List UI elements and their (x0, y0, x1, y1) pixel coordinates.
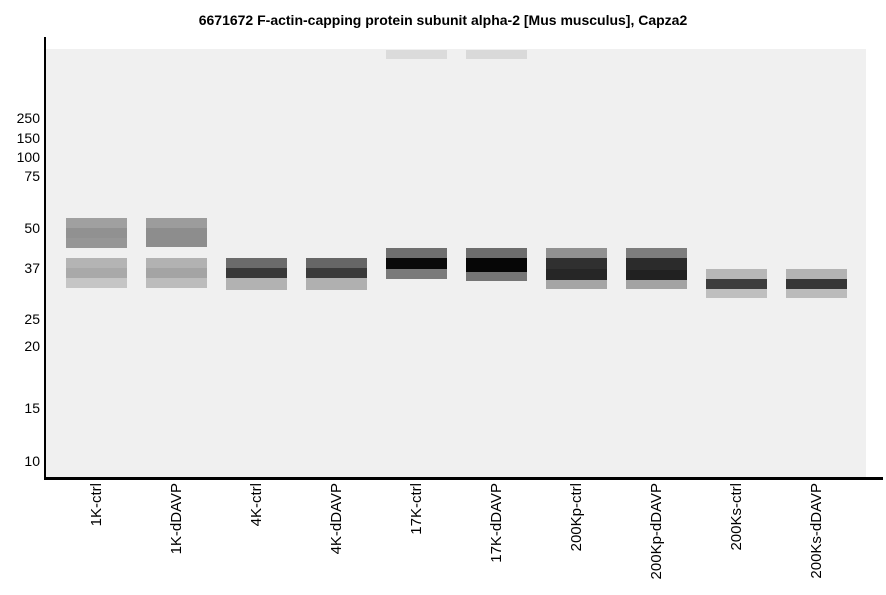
figure-title: 6671672 F-actin-capping protein subunit … (198, 12, 688, 28)
y-tick-label: 250 (16, 110, 40, 126)
blot-band (386, 50, 447, 59)
x-axis-line (44, 477, 883, 480)
y-tick-label: 20 (24, 338, 40, 354)
blot-band (66, 268, 127, 278)
blot-band (386, 248, 447, 258)
blot-band (66, 218, 127, 228)
blot-band (466, 272, 527, 281)
blot-band (466, 248, 527, 258)
blot-band (306, 258, 367, 268)
blot-band (466, 50, 527, 59)
blot-band (626, 248, 687, 258)
blot-band (66, 228, 127, 238)
x-tick-label: 17K-ctrl (407, 483, 425, 535)
blot-band (626, 270, 687, 280)
blot-band (546, 258, 607, 269)
blot-band (386, 258, 447, 269)
blot-band (466, 258, 527, 272)
blot-band (66, 238, 127, 248)
blot-band (66, 258, 127, 268)
x-tick-label: 17K-dDAVP (487, 483, 505, 563)
blot-band (546, 248, 607, 258)
x-tick-label: 4K-dDAVP (327, 483, 345, 555)
blot-band (626, 280, 687, 289)
blot-band (146, 258, 207, 268)
blot-band (306, 278, 367, 290)
x-tick-label: 200Kp-dDAVP (647, 483, 665, 580)
x-tick-label: 1K-ctrl (87, 483, 105, 527)
blot-band (706, 269, 767, 279)
blot-band (546, 269, 607, 280)
y-tick-label: 10 (24, 453, 40, 469)
y-tick-label: 25 (24, 311, 40, 327)
y-tick-label: 100 (16, 149, 40, 165)
x-tick-label: 200Ks-dDAVP (807, 483, 825, 579)
y-axis-line (44, 37, 46, 480)
x-tick-label: 1K-dDAVP (167, 483, 185, 555)
x-tick-label: 200Ks-ctrl (727, 483, 745, 551)
blot-band (146, 268, 207, 278)
blot-band (146, 278, 207, 288)
blot-band (226, 268, 287, 278)
blot-band (786, 269, 847, 279)
x-tick-label: 200Kp-ctrl (567, 483, 585, 552)
blot-band (626, 258, 687, 270)
x-tick-label: 4K-ctrl (247, 483, 265, 527)
blot-band (386, 269, 447, 279)
blot-band (66, 278, 127, 288)
blot-band (786, 279, 847, 289)
blot-band (306, 268, 367, 278)
y-tick-label: 50 (24, 220, 40, 236)
blot-band (226, 258, 287, 268)
blot-band (226, 278, 287, 290)
y-tick-label: 37 (24, 260, 40, 276)
blot-band (706, 279, 767, 289)
blot-band (546, 280, 607, 289)
y-tick-label: 15 (24, 400, 40, 416)
blot-band (706, 289, 767, 298)
blot-band (146, 228, 207, 247)
blot-band (146, 218, 207, 228)
blot-band (786, 289, 847, 298)
y-tick-label: 150 (16, 130, 40, 146)
y-tick-label: 75 (24, 168, 40, 184)
